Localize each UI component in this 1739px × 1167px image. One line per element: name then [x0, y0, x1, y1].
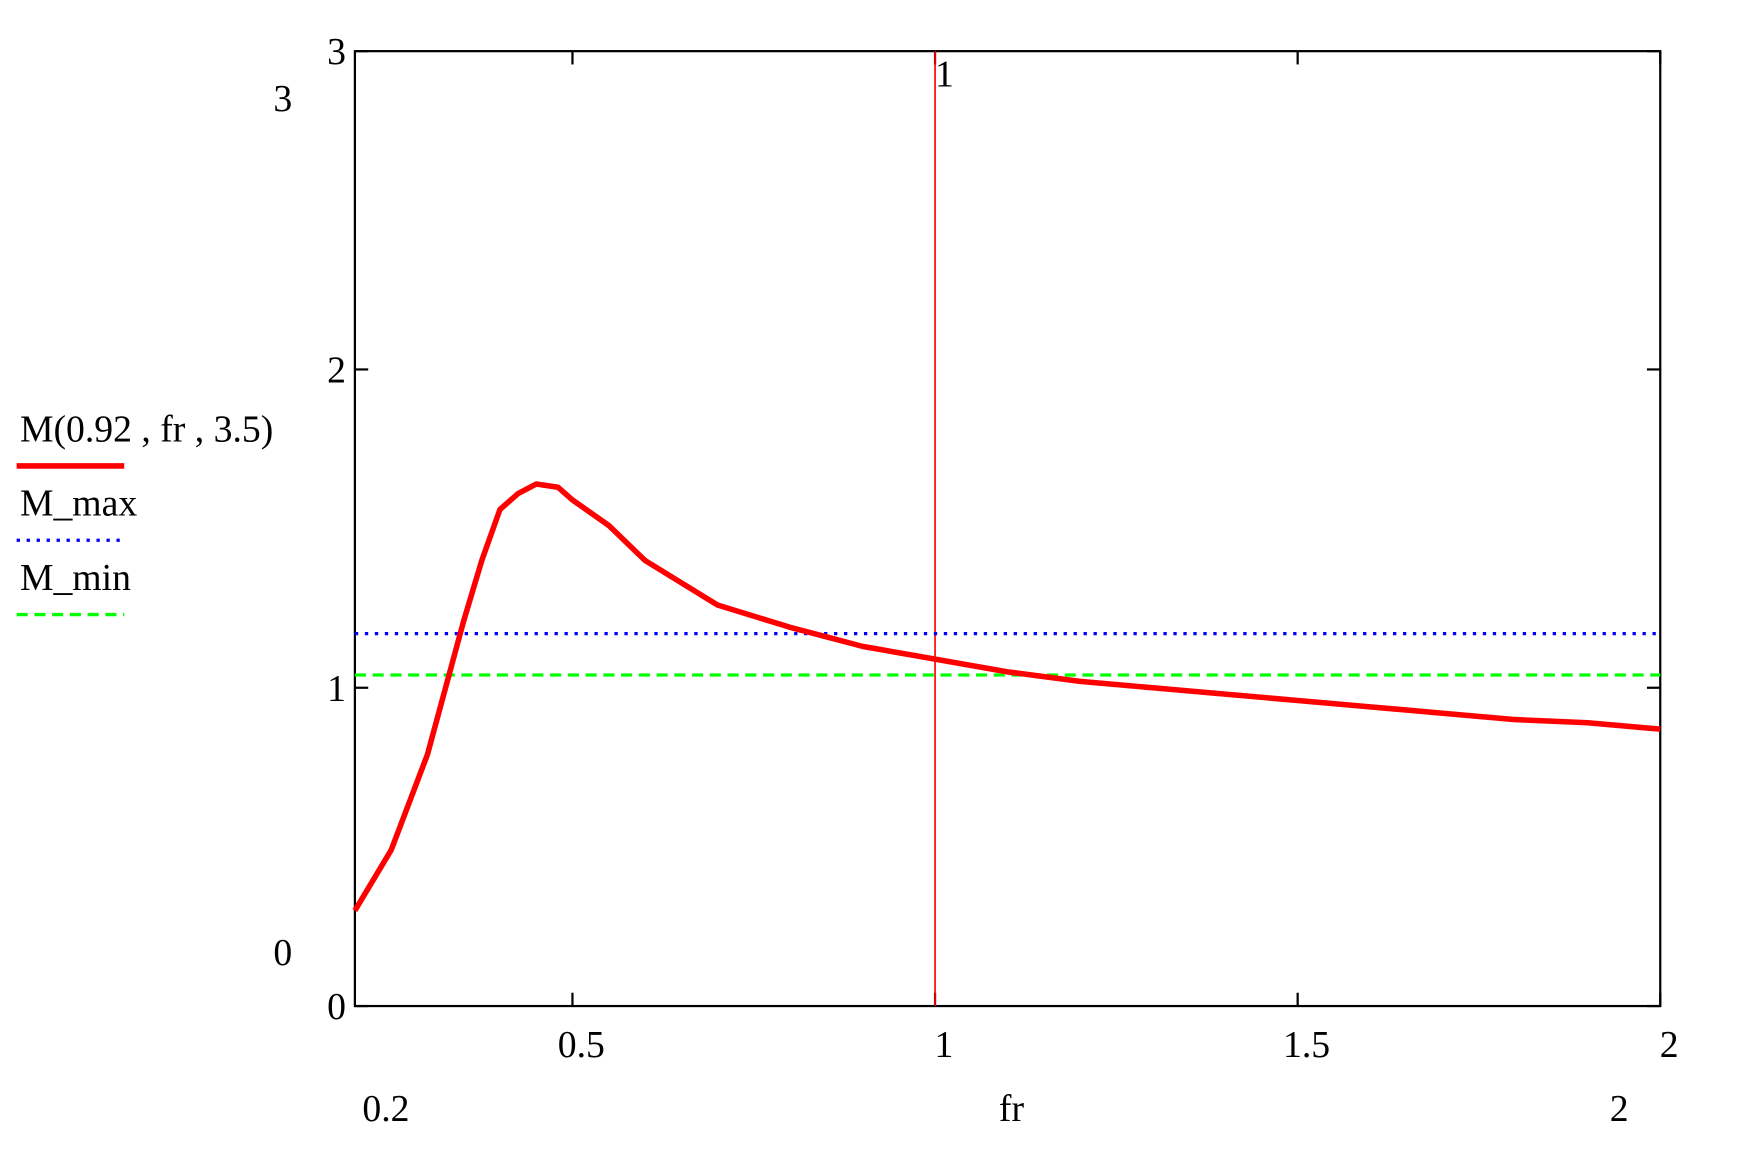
data-line — [352, 481, 1661, 912]
legend-label: M(0.92 , fr , 3.5) — [20, 408, 273, 450]
plot-frame — [353, 50, 1662, 1008]
x-limit-label: 0.2 — [362, 1088, 409, 1130]
legend-label: M_min — [20, 557, 131, 599]
legend-label: M_max — [20, 483, 137, 525]
x-tick-label: 1 — [935, 1024, 954, 1066]
y-tick-label: 2 — [327, 350, 346, 392]
y-limit-label: 3 — [273, 78, 292, 120]
x-axis-label: fr — [999, 1088, 1025, 1130]
marker-label: 1 — [935, 53, 954, 95]
x-tick-label: 0.5 — [558, 1024, 605, 1066]
y-limit-label: 0 — [273, 932, 292, 974]
y-tick-label: 3 — [327, 31, 346, 73]
x-limit-label: 2 — [1610, 1088, 1629, 1130]
y-tick-label: 1 — [327, 668, 346, 710]
x-tick-label: 1.5 — [1283, 1024, 1330, 1066]
x-tick-label: 2 — [1660, 1024, 1679, 1066]
y-tick-label: 0 — [327, 986, 346, 1028]
